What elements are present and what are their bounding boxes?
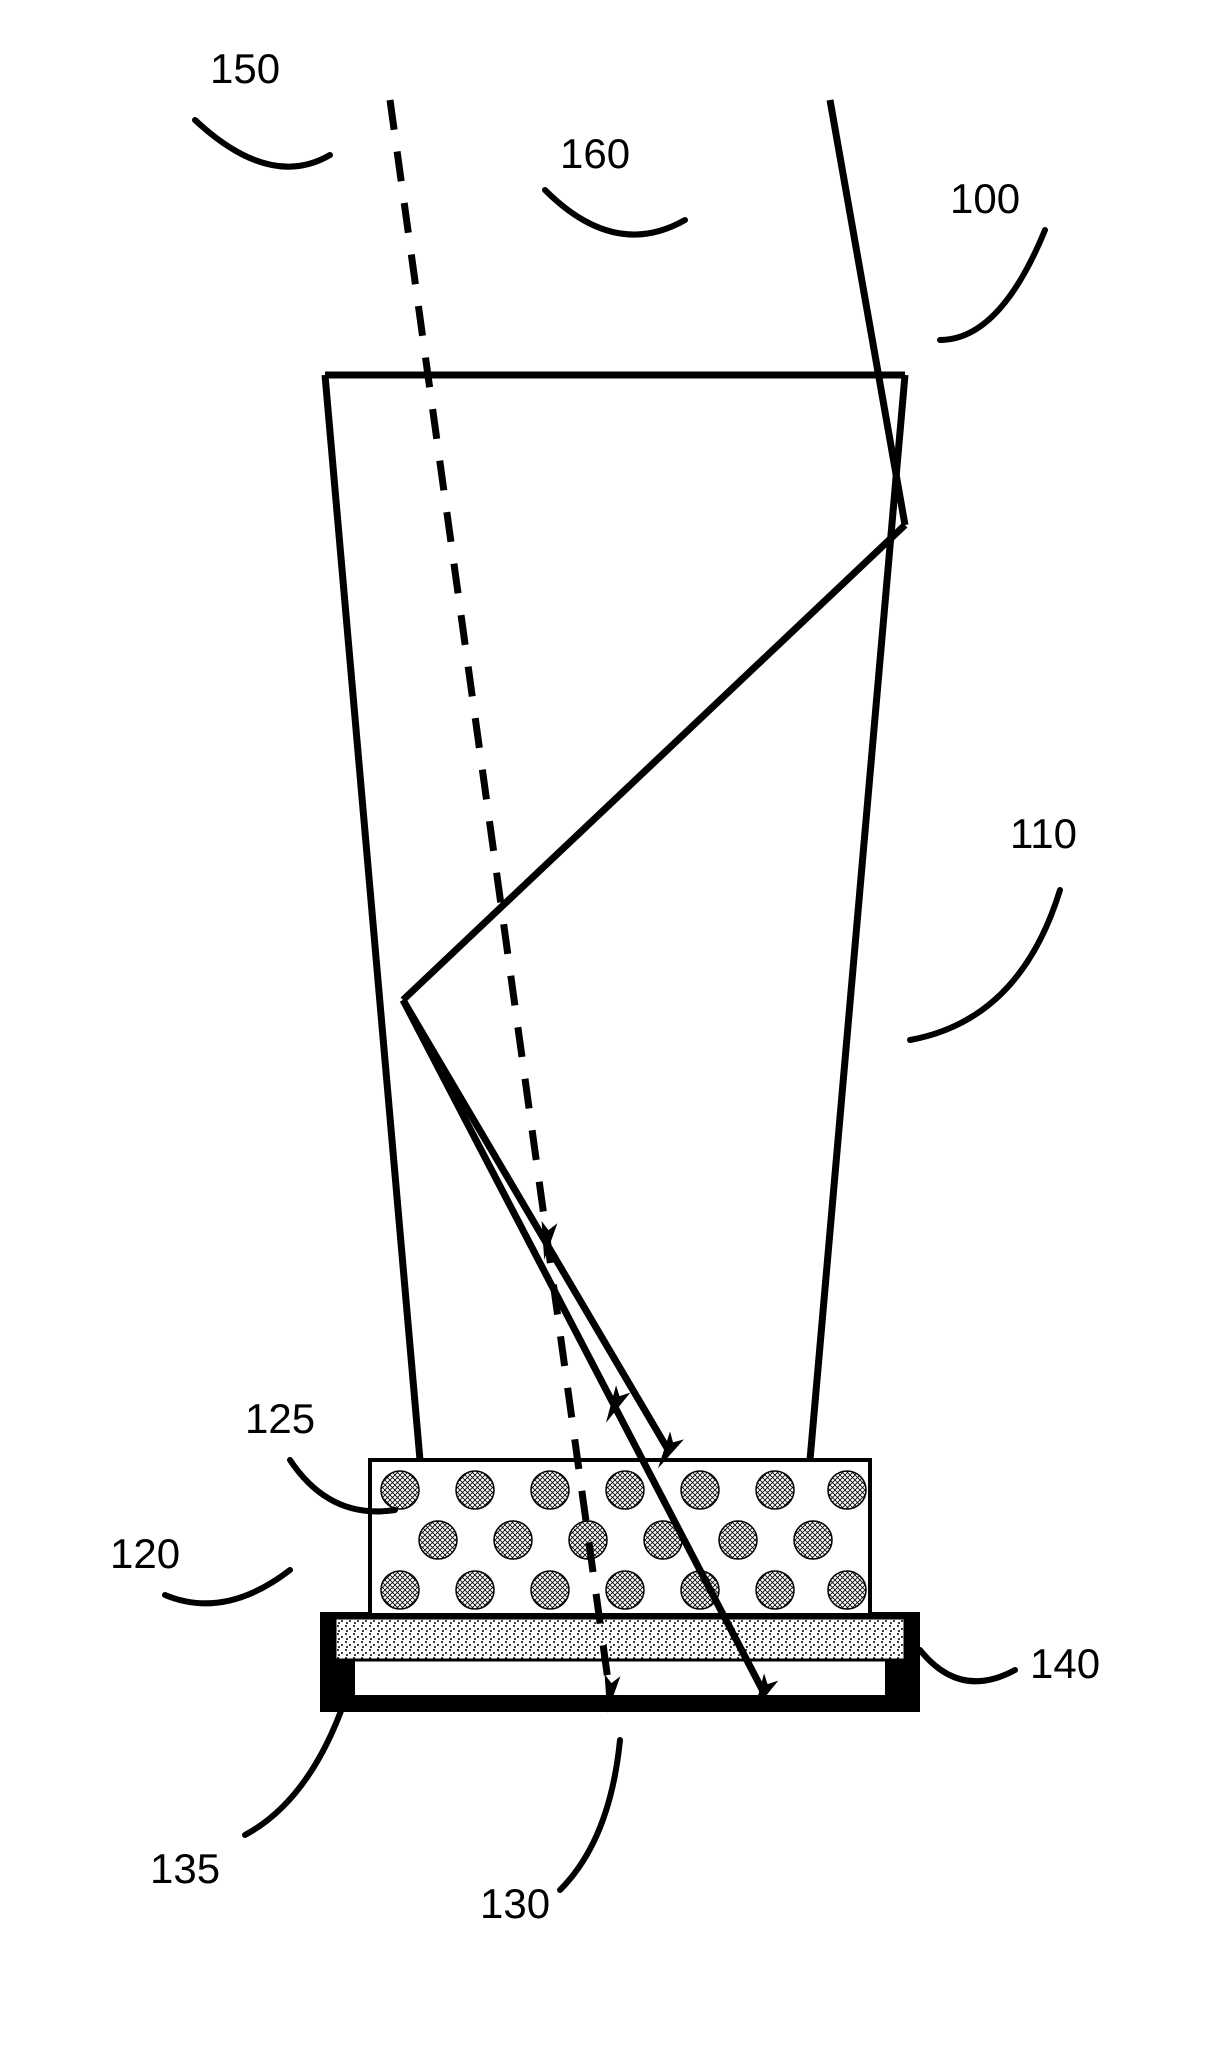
label-160: 160 <box>560 130 630 178</box>
stippled-layer <box>335 1618 905 1660</box>
label-130: 130 <box>480 1880 550 1928</box>
ray-solid <box>403 100 905 1695</box>
label-135: 135 <box>150 1845 220 1893</box>
label-100: 100 <box>950 175 1020 223</box>
label-150: 150 <box>210 45 280 93</box>
patent-diagram <box>0 0 1224 2064</box>
label-140: 140 <box>1030 1640 1100 1688</box>
concentrator-funnel <box>325 375 905 1460</box>
label-120: 120 <box>110 1530 180 1578</box>
label-110: 110 <box>1010 810 1077 858</box>
label-125: 125 <box>245 1395 315 1443</box>
